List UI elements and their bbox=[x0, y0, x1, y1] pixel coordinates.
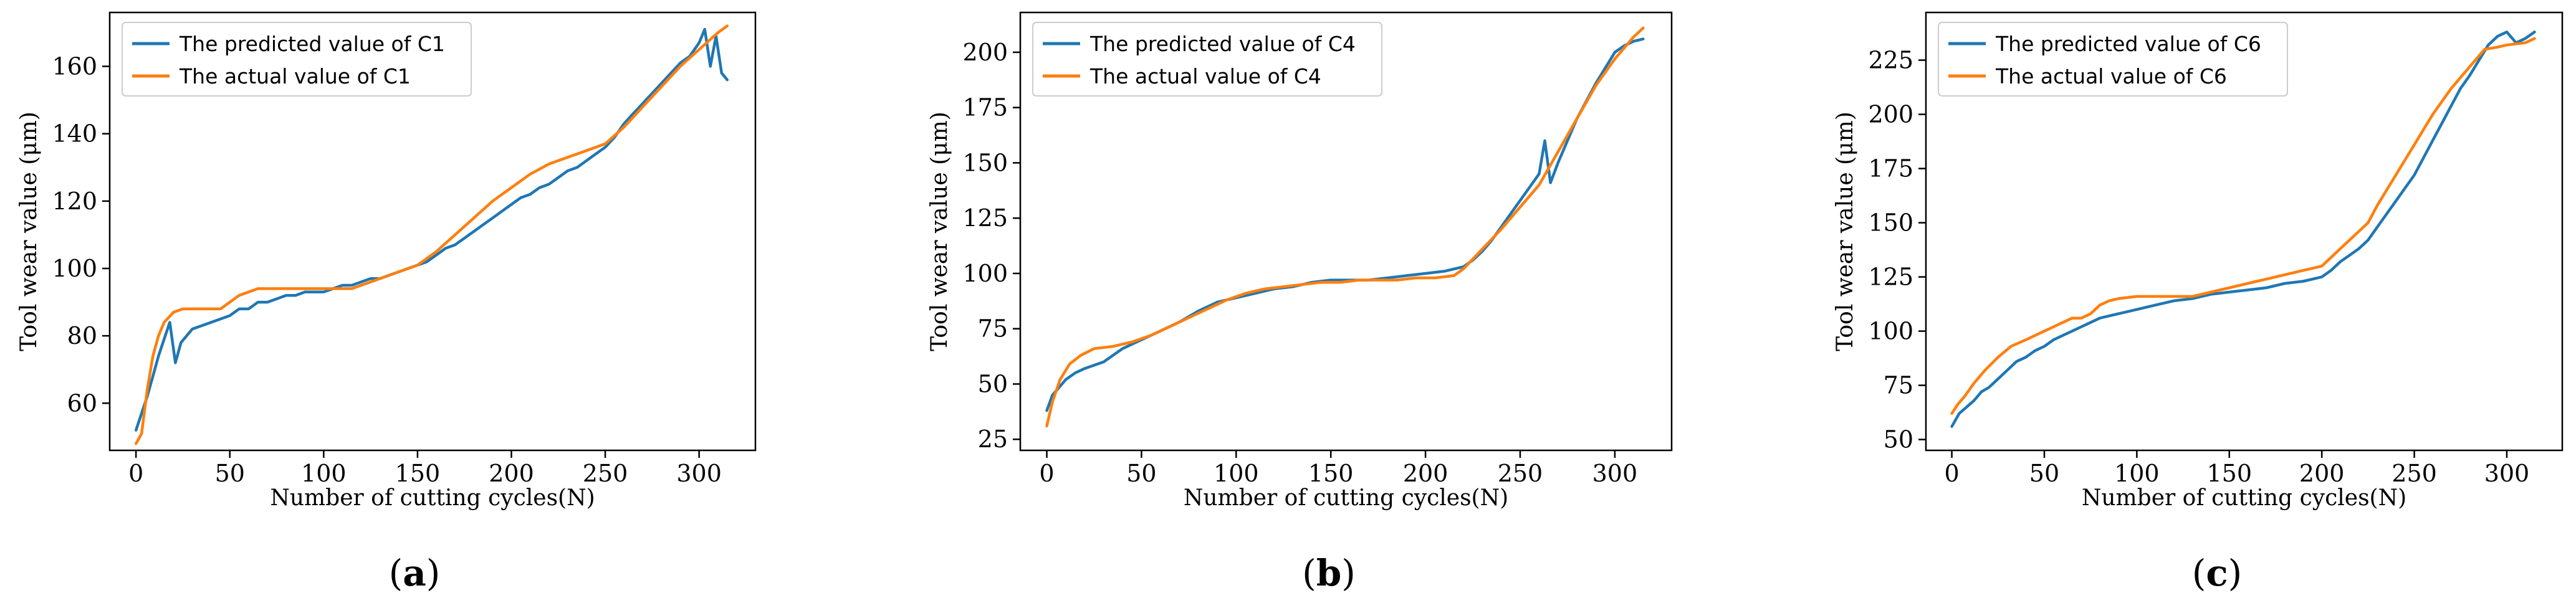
y-tick-label: 125 bbox=[1868, 263, 1913, 291]
y-tick-label: 120 bbox=[52, 187, 97, 215]
y-tick-label: 200 bbox=[962, 39, 1008, 66]
x-tick-label: 250 bbox=[583, 460, 628, 487]
y-tick-label: 150 bbox=[962, 149, 1008, 176]
x-tick-label: 250 bbox=[1498, 460, 1543, 487]
plot-frame bbox=[1019, 11, 1673, 452]
legend-entry: The actual value of C1 bbox=[179, 64, 411, 88]
x-tick-label: 150 bbox=[395, 460, 441, 487]
x-tick-label: 100 bbox=[2114, 460, 2160, 487]
y-tick-label: 100 bbox=[1868, 318, 1913, 345]
legend-entry: The predicted value of C1 bbox=[179, 32, 445, 56]
x-tick-label: 0 bbox=[1039, 460, 1054, 487]
x-tick-label: 150 bbox=[2206, 460, 2252, 487]
series-line-0 bbox=[1950, 31, 2536, 428]
legend-box bbox=[1032, 22, 1382, 97]
x-axis-label: Number of cutting cycles(N) bbox=[1184, 485, 1508, 511]
y-tick-label: 60 bbox=[67, 389, 97, 417]
x-tick-label: 300 bbox=[2484, 460, 2530, 487]
legend-entry: The actual value of C6 bbox=[1995, 64, 2227, 88]
y-tick-label: 50 bbox=[1884, 426, 1913, 453]
panel-caption: (a) bbox=[389, 552, 441, 593]
legend-box bbox=[122, 22, 472, 97]
x-tick-label: 100 bbox=[1214, 460, 1259, 487]
chart-panel-c: 0 50 100 150 200 250 300 50 75 100 125 150 175 200 225… bbox=[1832, 11, 2564, 593]
y-tick-label: 80 bbox=[67, 322, 97, 349]
x-tick-label: 50 bbox=[2029, 460, 2059, 487]
series-line-1 bbox=[134, 24, 729, 445]
chart-panel-a: 0 50 100 150 200 250 300 60 80 100 120 140 160 Number… bbox=[16, 11, 757, 593]
x-tick-label: 50 bbox=[215, 460, 245, 487]
y-tick-label: 75 bbox=[978, 315, 1008, 343]
x-tick-label: 50 bbox=[1126, 460, 1156, 487]
y-tick-label: 25 bbox=[978, 425, 1008, 453]
y-tick-label: 100 bbox=[52, 255, 97, 282]
legend-entry: The predicted value of C4 bbox=[1089, 32, 1356, 56]
y-tick-label: 175 bbox=[1868, 155, 1913, 183]
x-tick-label: 0 bbox=[1944, 460, 1959, 487]
plot-frame bbox=[1925, 11, 2564, 452]
chart-panel-b: 0 50 100 150 200 250 300255075100125150175200N… bbox=[927, 11, 1673, 593]
y-axis-label: Tool wear value (μm) bbox=[1832, 111, 1858, 351]
x-axis-label: Number of cutting cycles(N) bbox=[270, 485, 595, 511]
panel-caption-letter: b bbox=[1316, 552, 1342, 593]
x-tick-label: 300 bbox=[1592, 460, 1638, 487]
x-tick-label: 200 bbox=[489, 460, 534, 487]
x-tick-label: 200 bbox=[1403, 460, 1448, 487]
panel-caption-letter: c bbox=[2206, 552, 2228, 593]
y-tick-label: 200 bbox=[1868, 101, 1913, 128]
y-tick-label: 125 bbox=[962, 204, 1008, 232]
y-tick-label: 100 bbox=[962, 260, 1008, 287]
panel-caption: (b) bbox=[1302, 552, 1356, 593]
plot-frame bbox=[108, 11, 757, 452]
y-axis-label: Tool wear value (μm) bbox=[16, 111, 42, 351]
legend-entry: The actual value of C4 bbox=[1089, 64, 1321, 88]
y-tick-label: 150 bbox=[1868, 209, 1913, 237]
y-tick-label: 75 bbox=[1884, 372, 1913, 399]
y-tick-label: 225 bbox=[1868, 47, 1913, 74]
y-tick-label: 140 bbox=[52, 120, 97, 148]
y-tick-label: 175 bbox=[962, 94, 1008, 121]
panel-caption: (c) bbox=[2192, 552, 2243, 593]
panel-caption-letter: a bbox=[403, 552, 426, 593]
series-line-1 bbox=[1045, 26, 1645, 428]
x-tick-label: 0 bbox=[128, 460, 143, 487]
x-tick-label: 300 bbox=[676, 460, 722, 487]
legend-box bbox=[1938, 22, 2288, 97]
x-tick-label: 150 bbox=[1308, 460, 1354, 487]
series-line-1 bbox=[1950, 37, 2536, 415]
y-axis-label: Tool wear value (μm) bbox=[927, 111, 952, 351]
y-tick-label: 160 bbox=[52, 53, 97, 80]
legend-entry: The predicted value of C6 bbox=[1995, 32, 2261, 56]
x-tick-label: 200 bbox=[2299, 460, 2345, 487]
x-axis-label: Number of cutting cycles(N) bbox=[2082, 485, 2406, 511]
x-tick-label: 100 bbox=[301, 460, 347, 487]
y-tick-label: 50 bbox=[978, 370, 1008, 397]
x-tick-label: 250 bbox=[2392, 460, 2437, 487]
